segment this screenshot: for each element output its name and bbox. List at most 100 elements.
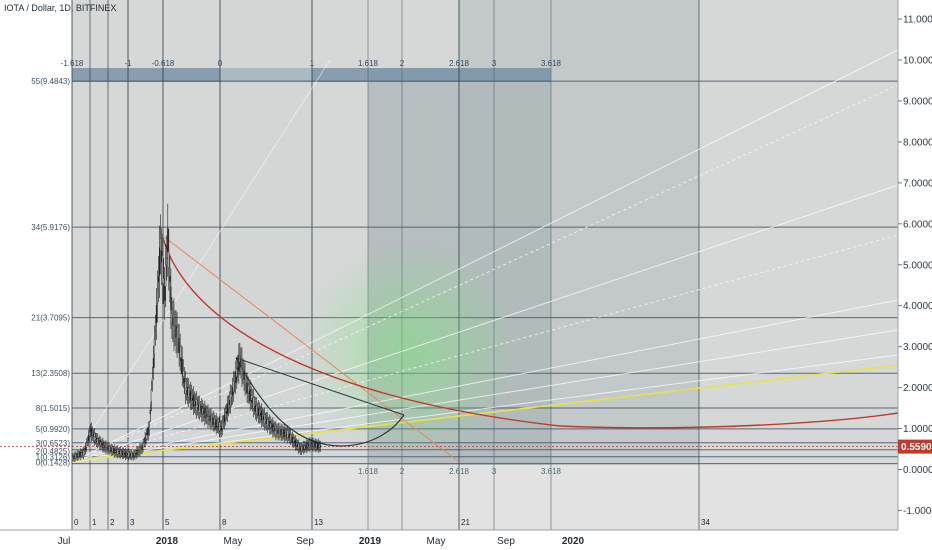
candle-body bbox=[255, 405, 257, 414]
candle-body bbox=[306, 443, 308, 450]
candle-body bbox=[211, 419, 213, 421]
candle-body bbox=[144, 437, 146, 443]
candle-body bbox=[83, 451, 85, 453]
fib-time-top-label: 3 bbox=[492, 59, 497, 68]
x-tick-label: 2020 bbox=[562, 536, 585, 547]
x-tick-label: 2018 bbox=[156, 536, 179, 547]
candle-body bbox=[97, 438, 99, 444]
fib-sequence-label: 1 bbox=[92, 518, 97, 527]
candle-body bbox=[206, 413, 208, 418]
candle-body bbox=[251, 398, 253, 403]
candle-body bbox=[194, 400, 196, 405]
candle-body bbox=[213, 419, 215, 425]
candle-body bbox=[91, 428, 93, 436]
candle-body bbox=[257, 407, 259, 416]
candle-body bbox=[166, 257, 168, 259]
candle-body bbox=[99, 440, 101, 446]
candle-body bbox=[224, 412, 227, 419]
candle-body bbox=[244, 373, 246, 386]
candle-body bbox=[240, 359, 242, 367]
candle-body bbox=[304, 445, 306, 449]
candle-body bbox=[176, 327, 178, 343]
candle-body bbox=[242, 369, 244, 373]
fib-time-bottom-label: 1.618 bbox=[358, 467, 379, 476]
candle-body bbox=[192, 394, 195, 407]
candle-body bbox=[182, 370, 184, 377]
fib-sequence-label: 5 bbox=[165, 518, 170, 527]
candle-body bbox=[171, 313, 173, 323]
candle-body bbox=[71, 455, 73, 461]
candle-body bbox=[226, 403, 229, 415]
candle-body bbox=[302, 447, 304, 449]
candle-body bbox=[81, 452, 83, 455]
candle-body bbox=[154, 330, 156, 332]
candle-body bbox=[231, 394, 233, 398]
candle-body bbox=[235, 371, 237, 384]
candle-body bbox=[174, 326, 176, 331]
candle-body bbox=[204, 408, 206, 419]
candle-body bbox=[259, 413, 262, 416]
candle-body bbox=[183, 377, 185, 384]
candle-body bbox=[266, 418, 268, 425]
x-tick-label: May bbox=[427, 536, 446, 547]
candle-body bbox=[294, 439, 297, 447]
candle-body bbox=[145, 434, 147, 440]
candle-body bbox=[236, 368, 238, 378]
candle-body bbox=[163, 278, 165, 284]
candle-body bbox=[177, 338, 179, 340]
candle-body bbox=[161, 250, 163, 263]
candle-body bbox=[158, 247, 161, 276]
candle-body bbox=[104, 445, 106, 449]
fib-sequence-label: 13 bbox=[314, 518, 323, 527]
candle-body bbox=[152, 358, 154, 368]
candle-body bbox=[269, 420, 271, 428]
candle-body bbox=[281, 430, 283, 435]
candle-body bbox=[245, 383, 247, 385]
candle-body bbox=[264, 414, 266, 424]
candle-body bbox=[305, 445, 307, 448]
candle-body bbox=[254, 404, 256, 412]
candle-body bbox=[311, 442, 313, 447]
candle-body bbox=[252, 397, 254, 409]
candle-body bbox=[128, 451, 130, 457]
candle-body bbox=[229, 400, 231, 405]
candle-body bbox=[103, 444, 105, 448]
x-tick-label: Jul bbox=[58, 536, 71, 547]
candle-body bbox=[118, 450, 120, 455]
support-trendline bbox=[71, 364, 899, 462]
candle-body bbox=[181, 358, 183, 375]
candle-body bbox=[261, 414, 264, 419]
fib-fan-line bbox=[71, 84, 899, 463]
fib-time-top-label: 1 bbox=[310, 59, 315, 68]
candle-body bbox=[297, 444, 299, 447]
fib-time-bottom-label: 2 bbox=[400, 467, 405, 476]
candle-body bbox=[307, 444, 309, 447]
candle-body bbox=[220, 426, 222, 432]
fib-price-level-label: 13(2.3508) bbox=[31, 369, 70, 378]
fib-time-top-label: 1.618 bbox=[358, 59, 379, 68]
candle-body bbox=[199, 403, 201, 413]
fib-fan-line bbox=[71, 49, 899, 463]
candle-body bbox=[122, 451, 125, 456]
fib-zone-mid bbox=[220, 0, 312, 465]
candle-body bbox=[146, 433, 148, 436]
candle-body bbox=[113, 448, 115, 454]
candle-body bbox=[271, 425, 273, 428]
candle-body bbox=[160, 238, 162, 251]
candle-body bbox=[89, 429, 92, 432]
candle-body bbox=[190, 393, 193, 402]
candle-body bbox=[131, 452, 133, 457]
fib-sequence-label: 21 bbox=[461, 518, 470, 527]
candle-body bbox=[300, 447, 302, 451]
candle-body bbox=[291, 436, 293, 443]
y-tick-label: 2.0000 bbox=[903, 383, 932, 394]
candle-body bbox=[162, 255, 164, 283]
candle-body bbox=[106, 447, 108, 449]
candle-body bbox=[283, 429, 285, 438]
candle-body bbox=[218, 422, 220, 431]
x-tick-label: Sep bbox=[497, 536, 515, 547]
candle-body bbox=[222, 421, 224, 423]
candle-body bbox=[243, 370, 245, 380]
fib-sequence-label: 3 bbox=[130, 518, 135, 527]
